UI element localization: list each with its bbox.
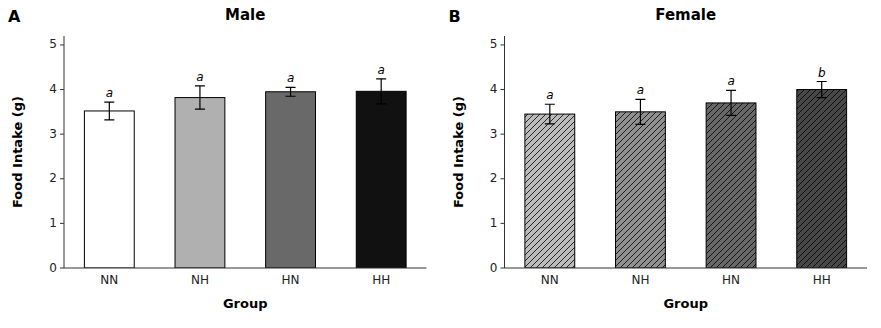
y-axis-label: Food Intake (g) bbox=[451, 96, 466, 208]
significance-label: a bbox=[287, 71, 294, 85]
y-tick-label: 2 bbox=[49, 171, 57, 185]
panel-label: A bbox=[8, 7, 21, 26]
bar bbox=[266, 92, 316, 268]
error-stem bbox=[821, 82, 822, 98]
y-tick bbox=[60, 268, 64, 269]
y-tick-label: 1 bbox=[490, 216, 498, 230]
y-tick bbox=[501, 223, 505, 224]
error-bar bbox=[817, 82, 827, 98]
y-tick-label: 4 bbox=[49, 82, 57, 96]
y-tick-label: 4 bbox=[490, 82, 498, 96]
y-tick-label: 1 bbox=[49, 216, 57, 230]
significance-label: a bbox=[106, 86, 113, 100]
error-stem bbox=[549, 104, 550, 124]
error-cap bbox=[286, 96, 296, 97]
significance-label: a bbox=[196, 70, 203, 84]
panel-label: B bbox=[449, 7, 461, 26]
title: Female bbox=[655, 6, 716, 24]
error-bar bbox=[726, 90, 736, 115]
error-cap bbox=[817, 81, 827, 82]
y-tick bbox=[60, 89, 64, 90]
x-axis-line bbox=[505, 268, 868, 269]
y-tick bbox=[60, 134, 64, 135]
bar bbox=[356, 91, 406, 268]
y-tick bbox=[501, 44, 505, 45]
error-cap bbox=[195, 109, 205, 110]
error-cap bbox=[726, 115, 736, 116]
error-cap bbox=[726, 90, 736, 91]
figure: 0 1 2 3 4 5 NN NH HN HH Male Group Food Intake (g) Aa… bbox=[0, 0, 881, 328]
error-cap bbox=[635, 99, 645, 100]
marks bbox=[84, 79, 406, 268]
bar bbox=[175, 98, 225, 268]
y-tick bbox=[60, 44, 64, 45]
error-cap bbox=[376, 78, 386, 79]
y-tick-label: 3 bbox=[490, 127, 498, 141]
error-bar bbox=[286, 87, 296, 96]
significance-label: a bbox=[546, 88, 553, 102]
error-cap bbox=[286, 87, 296, 88]
y-tick-label: 5 bbox=[490, 37, 498, 51]
error-stem bbox=[730, 90, 731, 115]
significance-label: b bbox=[818, 66, 826, 80]
y-tick-label: 0 bbox=[49, 261, 57, 275]
y-axis-label: Food Intake (g) bbox=[10, 96, 25, 208]
panel: 0 1 2 3 4 5 NN NH HN HH Male Group Food Intake (g) Aa… bbox=[8, 6, 427, 311]
y-tick bbox=[501, 178, 505, 179]
x-axis-label: Group bbox=[223, 296, 268, 311]
x-tick-label: HN bbox=[722, 273, 740, 287]
x-tick-label: NH bbox=[631, 273, 649, 287]
y-tick-label: 3 bbox=[49, 127, 57, 141]
marks bbox=[525, 82, 847, 268]
y-tick bbox=[501, 268, 505, 269]
bar bbox=[706, 103, 756, 268]
y-tick bbox=[501, 89, 505, 90]
x-axis-label: Group bbox=[663, 296, 708, 311]
error-bar bbox=[545, 104, 555, 124]
error-bar bbox=[376, 79, 386, 104]
error-cap bbox=[104, 119, 114, 120]
y-axis-line bbox=[64, 36, 65, 268]
error-cap bbox=[545, 104, 555, 105]
significance-label: a bbox=[637, 83, 644, 97]
x-tick-label: HH bbox=[813, 273, 831, 287]
error-bar bbox=[635, 99, 645, 124]
x-tick-label: NH bbox=[191, 273, 209, 287]
error-cap bbox=[817, 97, 827, 98]
significance-label: a bbox=[378, 63, 385, 77]
bar bbox=[797, 90, 847, 268]
error-stem bbox=[199, 86, 200, 109]
bar bbox=[525, 114, 575, 268]
y-tick-label: 0 bbox=[490, 261, 498, 275]
x-tick-label: HN bbox=[282, 273, 300, 287]
y-tick bbox=[60, 223, 64, 224]
panel: 0 1 2 3 4 5 NN NH HN HH Female Group Food Intake (g)… bbox=[449, 6, 868, 311]
y-tick-label: 2 bbox=[490, 171, 498, 185]
significance-label: a bbox=[727, 74, 734, 88]
x-tick-label: NN bbox=[100, 273, 118, 287]
bar bbox=[616, 112, 666, 268]
title: Male bbox=[225, 6, 265, 24]
error-stem bbox=[640, 99, 641, 124]
error-stem bbox=[109, 102, 110, 120]
error-bar bbox=[104, 102, 114, 120]
error-cap bbox=[376, 103, 386, 104]
error-bar bbox=[195, 86, 205, 109]
error-cap bbox=[195, 85, 205, 86]
y-tick-label: 5 bbox=[49, 37, 57, 51]
x-tick-label: HH bbox=[372, 273, 390, 287]
y-axis-line bbox=[504, 36, 505, 268]
x-tick-label: NN bbox=[541, 273, 559, 287]
y-tick bbox=[60, 178, 64, 179]
error-cap bbox=[635, 124, 645, 125]
error-cap bbox=[104, 101, 114, 102]
error-cap bbox=[545, 123, 555, 124]
error-stem bbox=[290, 87, 291, 96]
y-tick bbox=[501, 134, 505, 135]
bar bbox=[84, 111, 134, 268]
error-stem bbox=[381, 79, 382, 104]
x-axis-line bbox=[64, 268, 427, 269]
